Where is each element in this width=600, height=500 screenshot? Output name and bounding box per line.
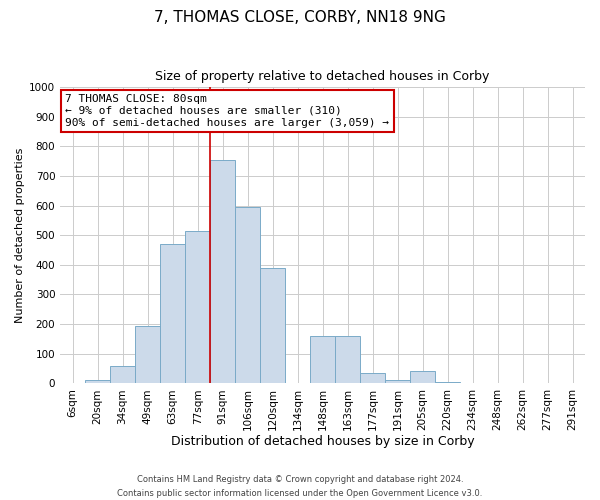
Text: Contains HM Land Registry data © Crown copyright and database right 2024.
Contai: Contains HM Land Registry data © Crown c…: [118, 476, 482, 498]
Bar: [360, 373, 385, 384]
Bar: [85, 380, 110, 384]
Bar: [310, 336, 335, 384]
Text: 7, THOMAS CLOSE, CORBY, NN18 9NG: 7, THOMAS CLOSE, CORBY, NN18 9NG: [154, 10, 446, 25]
Bar: [135, 326, 160, 384]
Bar: [185, 230, 210, 384]
Bar: [260, 268, 285, 384]
Bar: [410, 372, 435, 384]
Y-axis label: Number of detached properties: Number of detached properties: [15, 148, 25, 323]
Bar: [335, 336, 360, 384]
Text: 7 THOMAS CLOSE: 80sqm
← 9% of detached houses are smaller (310)
90% of semi-deta: 7 THOMAS CLOSE: 80sqm ← 9% of detached h…: [65, 94, 389, 128]
Bar: [160, 244, 185, 384]
Bar: [385, 380, 410, 384]
X-axis label: Distribution of detached houses by size in Corby: Distribution of detached houses by size …: [171, 434, 475, 448]
Title: Size of property relative to detached houses in Corby: Size of property relative to detached ho…: [155, 70, 490, 83]
Bar: [110, 366, 135, 384]
Bar: [210, 160, 235, 384]
Bar: [235, 207, 260, 384]
Bar: [435, 382, 460, 384]
